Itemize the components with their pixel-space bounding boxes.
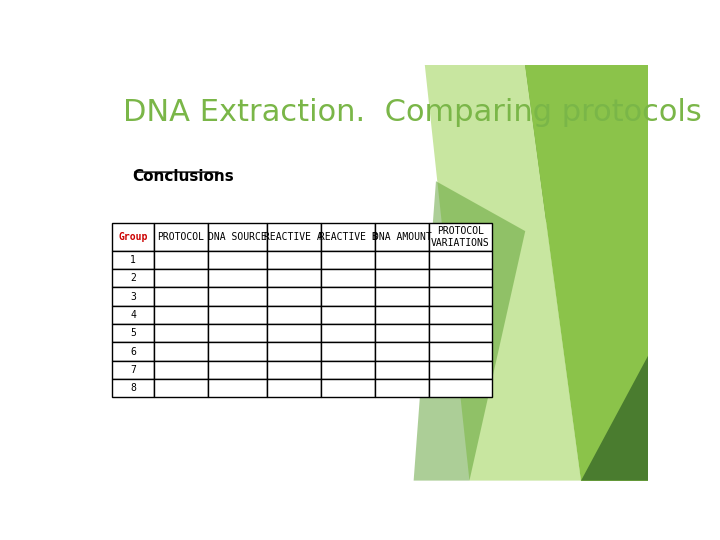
Text: Group: Group (119, 232, 148, 242)
FancyBboxPatch shape (321, 306, 375, 324)
FancyBboxPatch shape (375, 223, 429, 251)
Polygon shape (526, 65, 648, 481)
FancyBboxPatch shape (112, 269, 154, 287)
FancyBboxPatch shape (154, 269, 208, 287)
FancyBboxPatch shape (321, 269, 375, 287)
FancyBboxPatch shape (375, 324, 429, 342)
FancyBboxPatch shape (375, 287, 429, 306)
FancyBboxPatch shape (266, 251, 321, 269)
FancyBboxPatch shape (429, 223, 492, 251)
Text: 8: 8 (130, 383, 136, 393)
Text: PROTOCOL
VARIATIONS: PROTOCOL VARIATIONS (431, 226, 490, 247)
Text: DNA Extraction.  Comparing protocols: DNA Extraction. Comparing protocols (124, 98, 702, 127)
Text: 3: 3 (130, 292, 136, 301)
FancyBboxPatch shape (375, 269, 429, 287)
FancyBboxPatch shape (375, 361, 429, 379)
FancyBboxPatch shape (154, 379, 208, 397)
FancyBboxPatch shape (208, 287, 266, 306)
FancyBboxPatch shape (429, 361, 492, 379)
FancyBboxPatch shape (321, 379, 375, 397)
FancyBboxPatch shape (375, 379, 429, 397)
FancyBboxPatch shape (208, 324, 266, 342)
FancyBboxPatch shape (321, 324, 375, 342)
Text: 6: 6 (130, 347, 136, 356)
Text: 1: 1 (130, 255, 136, 265)
Polygon shape (413, 181, 526, 481)
Text: Conclusions: Conclusions (132, 168, 233, 184)
FancyBboxPatch shape (375, 251, 429, 269)
FancyBboxPatch shape (208, 342, 266, 361)
FancyBboxPatch shape (112, 306, 154, 324)
FancyBboxPatch shape (321, 287, 375, 306)
FancyBboxPatch shape (208, 361, 266, 379)
FancyBboxPatch shape (266, 324, 321, 342)
Text: 5: 5 (130, 328, 136, 338)
FancyBboxPatch shape (266, 223, 321, 251)
FancyBboxPatch shape (112, 223, 154, 251)
FancyBboxPatch shape (154, 306, 208, 324)
FancyBboxPatch shape (266, 342, 321, 361)
FancyBboxPatch shape (208, 269, 266, 287)
FancyBboxPatch shape (266, 379, 321, 397)
Text: REACTIVE B: REACTIVE B (318, 232, 377, 242)
FancyBboxPatch shape (266, 306, 321, 324)
Text: REACTIVE A: REACTIVE A (264, 232, 323, 242)
FancyBboxPatch shape (321, 342, 375, 361)
Text: 7: 7 (130, 365, 136, 375)
FancyBboxPatch shape (208, 306, 266, 324)
Text: DNA AMOUNT: DNA AMOUNT (373, 232, 431, 242)
FancyBboxPatch shape (154, 287, 208, 306)
Polygon shape (425, 65, 648, 252)
FancyBboxPatch shape (112, 251, 154, 269)
FancyBboxPatch shape (208, 251, 266, 269)
FancyBboxPatch shape (112, 379, 154, 397)
Text: 2: 2 (130, 273, 136, 284)
FancyBboxPatch shape (429, 269, 492, 287)
Polygon shape (425, 65, 581, 481)
FancyBboxPatch shape (112, 287, 154, 306)
FancyBboxPatch shape (266, 269, 321, 287)
FancyBboxPatch shape (429, 324, 492, 342)
FancyBboxPatch shape (154, 361, 208, 379)
FancyBboxPatch shape (208, 223, 266, 251)
FancyBboxPatch shape (112, 342, 154, 361)
Text: DNA SOURCE: DNA SOURCE (208, 232, 267, 242)
Text: PROTOCOL: PROTOCOL (158, 232, 204, 242)
FancyBboxPatch shape (429, 379, 492, 397)
Text: 4: 4 (130, 310, 136, 320)
FancyBboxPatch shape (208, 379, 266, 397)
FancyBboxPatch shape (375, 342, 429, 361)
FancyBboxPatch shape (154, 342, 208, 361)
FancyBboxPatch shape (321, 361, 375, 379)
FancyBboxPatch shape (154, 251, 208, 269)
FancyBboxPatch shape (266, 361, 321, 379)
FancyBboxPatch shape (429, 251, 492, 269)
FancyBboxPatch shape (154, 223, 208, 251)
FancyBboxPatch shape (154, 324, 208, 342)
FancyBboxPatch shape (429, 306, 492, 324)
Polygon shape (492, 356, 648, 481)
FancyBboxPatch shape (112, 361, 154, 379)
FancyBboxPatch shape (429, 287, 492, 306)
FancyBboxPatch shape (321, 223, 375, 251)
FancyBboxPatch shape (429, 342, 492, 361)
FancyBboxPatch shape (375, 306, 429, 324)
FancyBboxPatch shape (321, 251, 375, 269)
FancyBboxPatch shape (112, 324, 154, 342)
FancyBboxPatch shape (266, 287, 321, 306)
